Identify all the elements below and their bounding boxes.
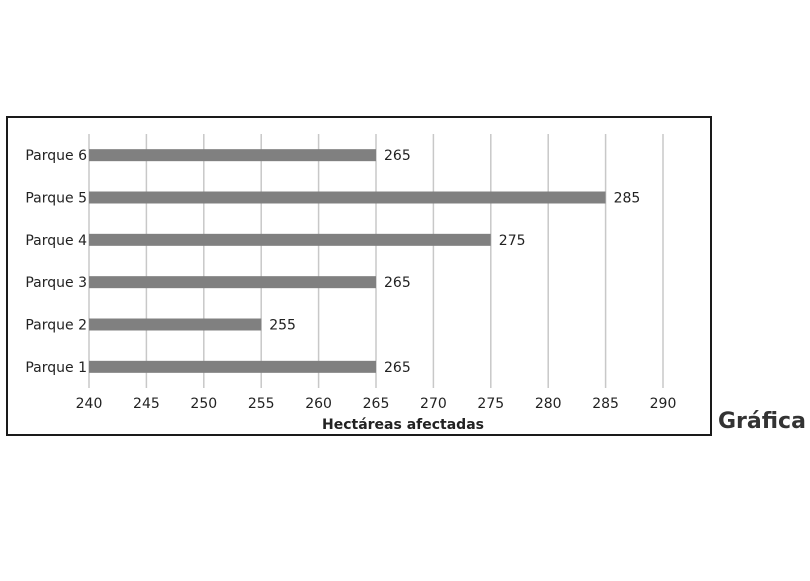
x-tick-label: 285: [592, 396, 619, 412]
category-label: Parque 4: [25, 233, 87, 249]
x-tick-label: 255: [248, 396, 275, 412]
x-tick-label: 250: [190, 396, 217, 412]
x-tick-label: 265: [363, 396, 390, 412]
data-labels: 265 255 265 275 285 265: [269, 148, 640, 376]
x-tick-labels: 240 245 250 255 260 265 270 275 280 285 290: [76, 396, 677, 412]
category-labels: Parque 1 Parque 2 Parque 3 Parque 4 Parque 5…: [25, 148, 87, 376]
category-label: Parque 5: [25, 191, 87, 207]
category-label: Parque 3: [25, 275, 87, 291]
bar-chart: Parque 1 Parque 2 Parque 3 Parque 4 Parque 5…: [25, 134, 677, 433]
data-label: 265: [384, 360, 411, 376]
category-label: Parque 6: [25, 148, 87, 164]
bar-4: [89, 233, 491, 246]
data-label: 255: [269, 318, 296, 334]
bar-5: [89, 191, 606, 204]
bars: [89, 149, 606, 373]
x-tick-label: 290: [650, 396, 677, 412]
bar-2: [89, 318, 262, 331]
side-label: Gráfica: [718, 409, 806, 434]
bar-1: [89, 360, 376, 373]
chart-frame: Parque 1 Parque 2 Parque 3 Parque 4 Parque 5…: [6, 116, 712, 436]
x-tick-label: 275: [477, 396, 504, 412]
x-tick-label: 240: [76, 396, 103, 412]
data-label: 285: [614, 191, 641, 207]
category-label: Parque 1: [25, 360, 87, 376]
x-axis-title: Hectáreas afectadas: [322, 417, 484, 433]
x-tick-label: 260: [305, 396, 332, 412]
gridlines: [88, 134, 664, 388]
bar-6: [89, 149, 376, 162]
data-label: 265: [384, 148, 411, 164]
x-tick-label: 245: [133, 396, 160, 412]
data-label: 275: [499, 233, 526, 249]
category-label: Parque 2: [25, 318, 87, 334]
x-tick-label: 270: [420, 396, 447, 412]
bar-3: [89, 276, 376, 289]
data-label: 265: [384, 275, 411, 291]
x-tick-label: 280: [535, 396, 562, 412]
